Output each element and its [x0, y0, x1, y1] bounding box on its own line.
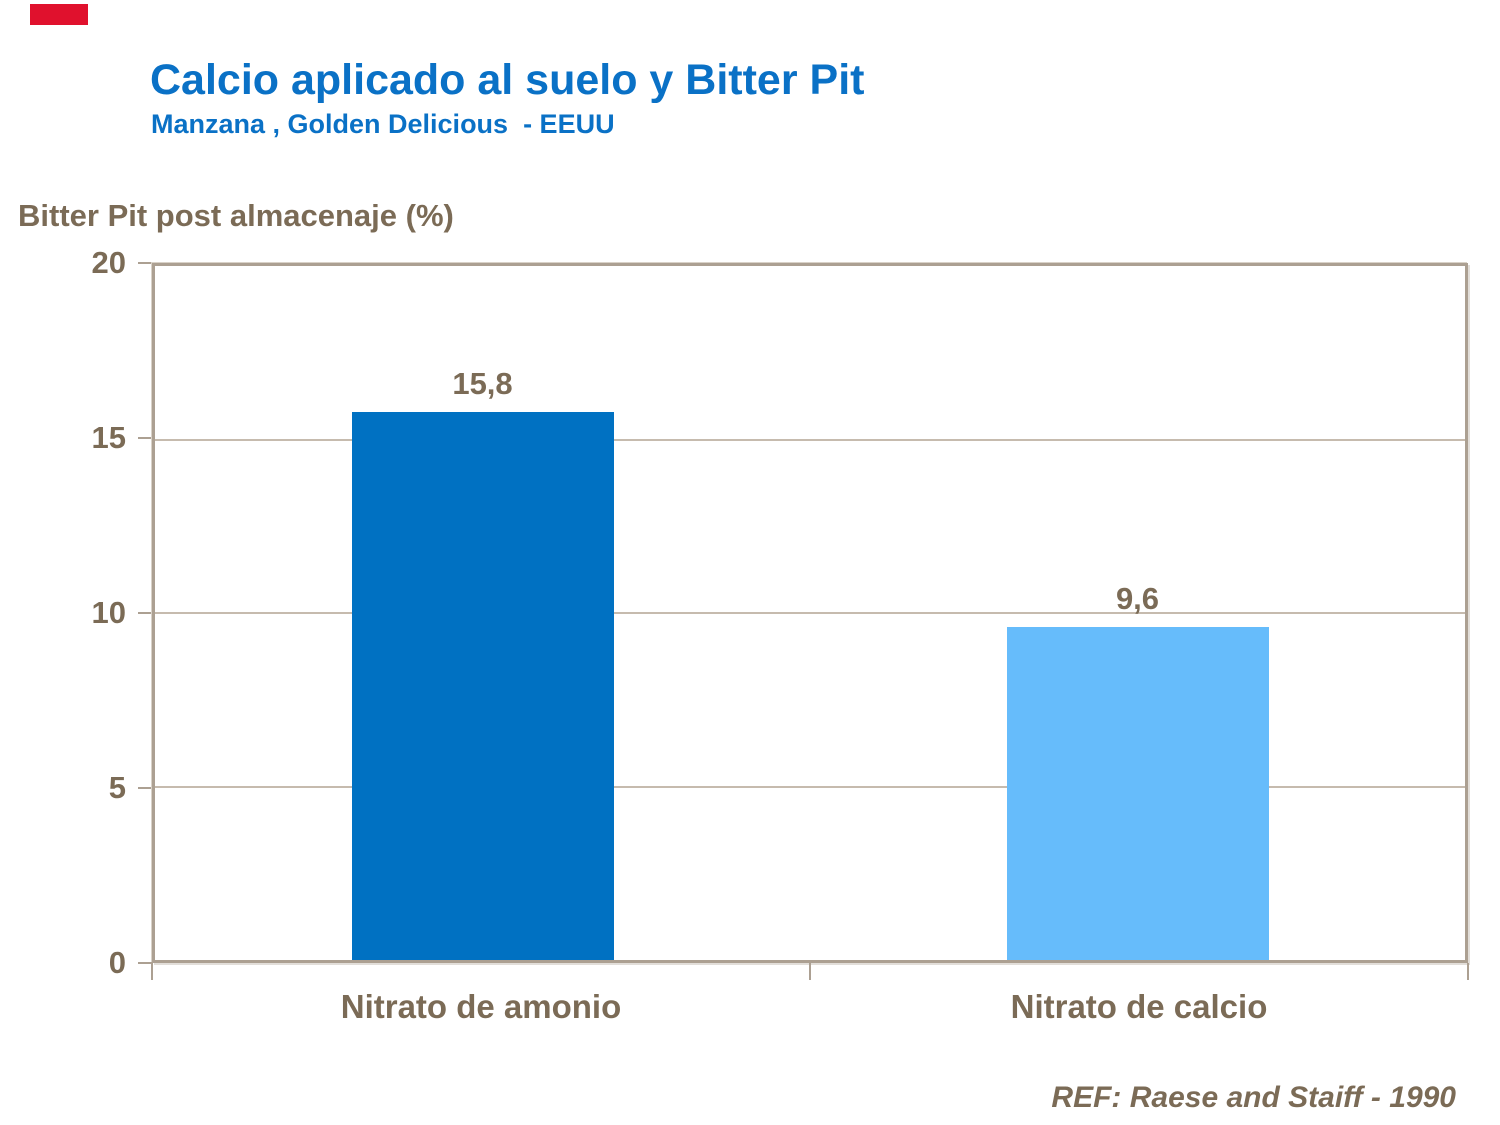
x-axis [151, 963, 1469, 985]
y-tick-label-0: 0 [108, 945, 126, 980]
bar-value-label-2: 9,6 [1115, 580, 1160, 616]
bar-2 [1006, 626, 1269, 960]
red-accent-block [30, 4, 88, 25]
bar-1 [351, 411, 614, 960]
gridline-y-10 [155, 612, 1465, 614]
y-tick-mark-15 [138, 437, 152, 439]
bar-value-label-1: 15,8 [452, 365, 513, 401]
x-tick-mark-2 [1467, 963, 1469, 980]
category-label-2: Nitrato de calcio [1010, 988, 1268, 1025]
x-tick-mark-0 [151, 963, 153, 980]
y-tick-mark-20 [138, 262, 152, 264]
gridline-y-5 [155, 785, 1465, 788]
y-tick-mark-0 [138, 962, 152, 964]
y-tick-label-20: 20 [91, 245, 126, 280]
category-label-1: Nitrato de amonio [340, 988, 622, 1025]
y-axis-title: Bitter Pit post almacenaje (%) [18, 198, 454, 233]
y-tick-label-10: 10 [91, 595, 126, 630]
y-tick-label-5: 5 [108, 770, 126, 805]
y-tick-mark-10 [138, 612, 152, 614]
chart-title: Calcio aplicado al suelo y Bitter Pit [150, 56, 865, 104]
chart-subtitle: Manzana , Golden Delicious - EEUU [151, 109, 615, 139]
gridline-y-15 [155, 438, 1465, 441]
category-labels: Nitrato de amonio Nitrato de calcio [152, 987, 1468, 1031]
y-tick-mark-5 [138, 787, 152, 789]
plot-area: 15,8 9,6 [152, 263, 1468, 963]
x-tick-mark-1 [809, 963, 811, 980]
y-axis: 0 5 10 15 20 [40, 245, 152, 980]
y-tick-label-15: 15 [91, 420, 126, 455]
reference-text: REF: Raese and Staiff - 1990 [1051, 1081, 1456, 1114]
